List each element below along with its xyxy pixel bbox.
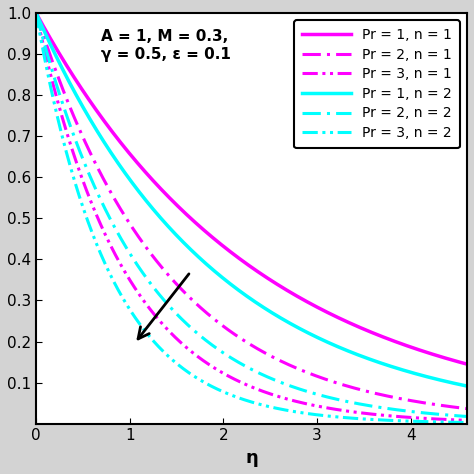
Text: A = 1, M = 0.3,
γ = 0.5, ε = 0.1: A = 1, M = 0.3, γ = 0.5, ε = 0.1 [100,29,230,62]
Legend: Pr = 1, n = 1, Pr = 2, n = 1, Pr = 3, n = 1, Pr = 1, n = 2, Pr = 2, n = 2, Pr = : Pr = 1, n = 1, Pr = 2, n = 1, Pr = 3, n … [294,20,460,148]
X-axis label: η: η [245,449,258,467]
